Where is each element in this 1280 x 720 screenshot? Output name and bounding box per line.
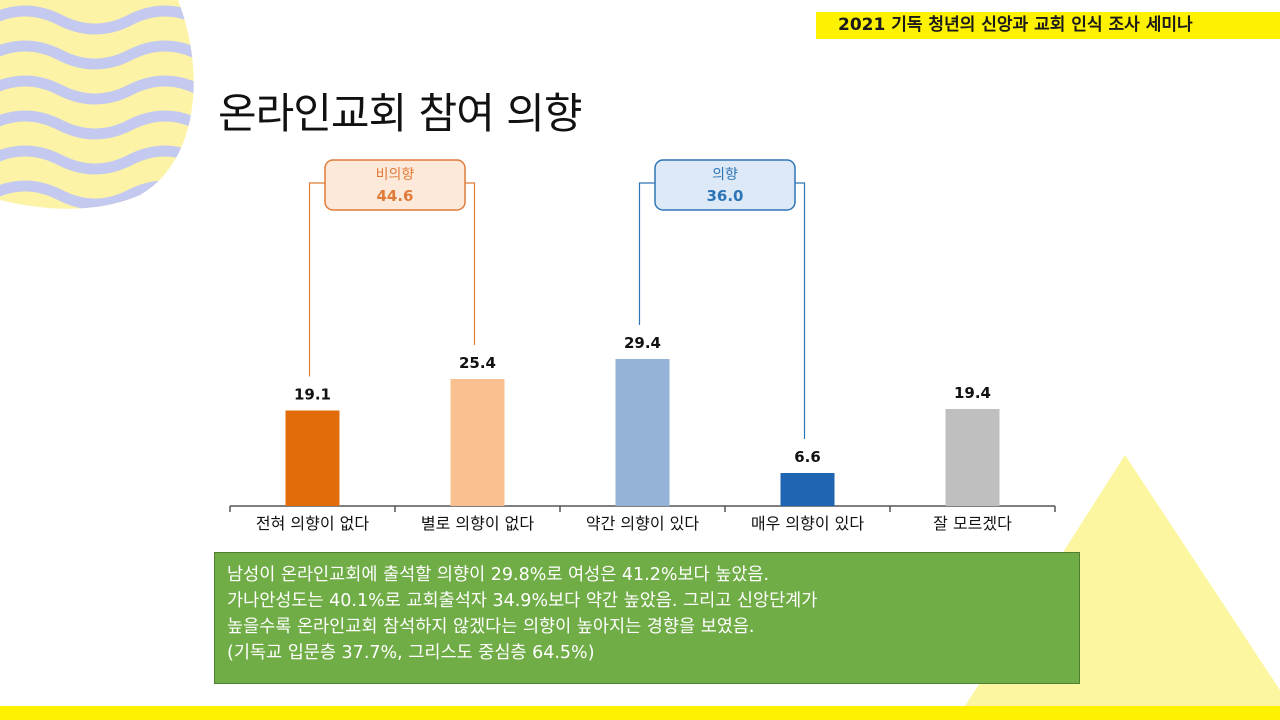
group-bracket-right <box>795 182 806 439</box>
bar-3 <box>615 359 670 506</box>
x-category-label: 매우 의향이 있다 <box>751 514 864 533</box>
note-line: (기독교 입문층 37.7%, 그리스도 중심층 64.5%) <box>227 643 595 663</box>
note-line: 남성이 온라인교회에 출석할 의향이 29.8%로 여성은 41.2%보다 높았… <box>227 565 770 585</box>
bar-value-label: 29.4 <box>624 334 661 352</box>
wavy-blob-decoration <box>0 0 194 209</box>
summary-note-box: 남성이 온라인교회에 출석할 의향이 29.8%로 여성은 41.2%보다 높았… <box>214 552 1080 684</box>
bar-value-label: 19.1 <box>294 386 331 404</box>
bar-4 <box>780 473 835 506</box>
group-total-value: 36.0 <box>706 187 743 205</box>
group-bracket-right <box>465 182 476 345</box>
bar-1 <box>285 410 340 506</box>
seminar-header-tag: 2021 기독 청년의 신앙과 교회 인식 조사 세미나 <box>816 12 1280 39</box>
x-category-label: 약간 의향이 있다 <box>586 514 699 533</box>
group-label: 비의향 <box>376 167 415 183</box>
note-line: 높을수록 온라인교회 참석하지 않겠다는 의향이 높아지는 경향을 보였음. <box>227 617 755 637</box>
slide-title: 온라인교회 참여 의향 <box>218 89 582 138</box>
bar-2 <box>450 379 505 506</box>
x-category-label: 별로 의향이 없다 <box>421 514 534 533</box>
group-total-value: 44.6 <box>376 187 413 205</box>
bar-value-label: 19.4 <box>954 384 991 402</box>
group-bracket-left <box>638 182 655 325</box>
bar-5 <box>945 409 1000 506</box>
x-category-label: 잘 모르겠다 <box>933 514 1012 533</box>
bar-value-label: 6.6 <box>794 448 821 466</box>
note-line: 가나안성도는 40.1%로 교회출석자 34.9%보다 약간 높았음. 그리고 … <box>227 591 818 611</box>
group-callout-box <box>654 159 796 211</box>
bar-value-label: 25.4 <box>459 354 496 372</box>
x-category-label: 전혀 의향이 없다 <box>256 514 369 533</box>
group-label: 의향 <box>712 167 738 183</box>
group-callout-box <box>324 159 466 211</box>
bottom-accent-bar <box>0 706 1280 720</box>
group-bracket-left <box>308 182 325 377</box>
